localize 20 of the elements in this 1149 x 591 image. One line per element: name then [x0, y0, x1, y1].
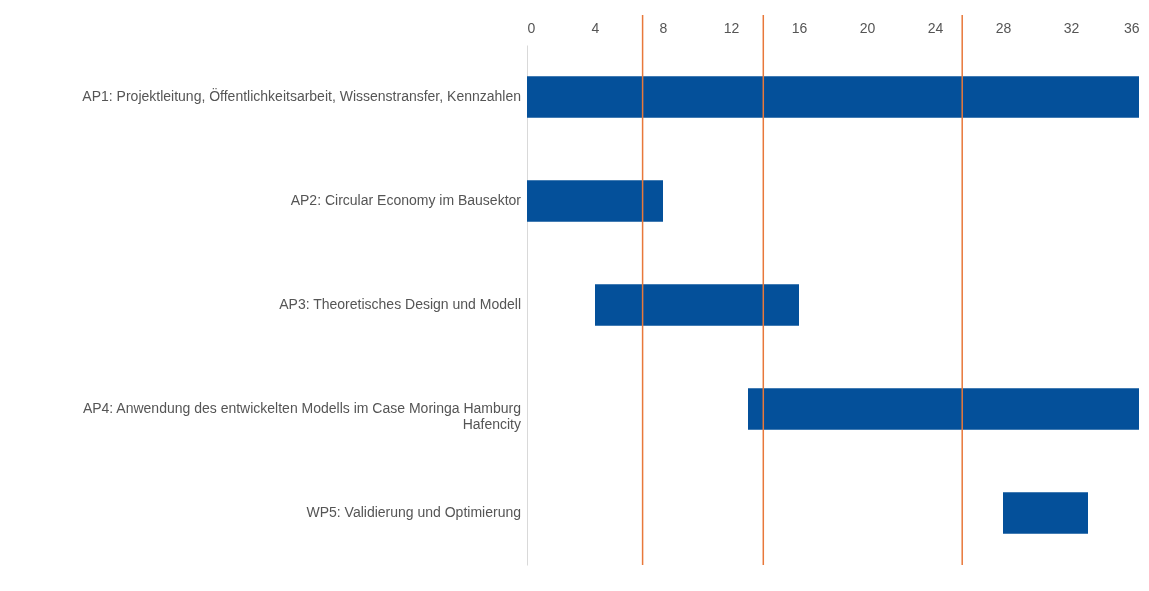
y-tick-label: AP3: Theoretisches Design und Modell — [279, 296, 521, 312]
x-tick-label: 20 — [859, 19, 876, 36]
x-tick-label: 16 — [791, 19, 808, 36]
x-tick-label: 12 — [723, 19, 740, 36]
y-tick-label: AP1: Projektleitung, Öffentlichkeitsarbeit, Wissenstransfer, Kennzahlen — [82, 87, 521, 104]
x-tick-label: 8 — [659, 19, 668, 36]
bar — [748, 388, 1139, 430]
x-tick-label: 32 — [1063, 19, 1080, 36]
bar — [527, 76, 1139, 118]
y-tick-label: AP4: Anwendung des entwickelten Modells im Case Moringa Hamburg Hafencity — [82, 400, 521, 432]
x-tick-label: 28 — [995, 19, 1012, 36]
y-tick-label: AP2: Circular Economy im Bausektor — [290, 192, 522, 208]
y-tick-label: WP5: Validierung und Optimierung — [306, 504, 521, 520]
bar — [1003, 492, 1088, 534]
bar — [527, 180, 663, 222]
x-tick-label: 0 — [527, 19, 536, 36]
x-tick-label: 36 — [1123, 19, 1140, 36]
bar — [595, 284, 799, 326]
x-tick-label: 24 — [927, 19, 944, 36]
x-tick-label: 4 — [591, 19, 600, 36]
